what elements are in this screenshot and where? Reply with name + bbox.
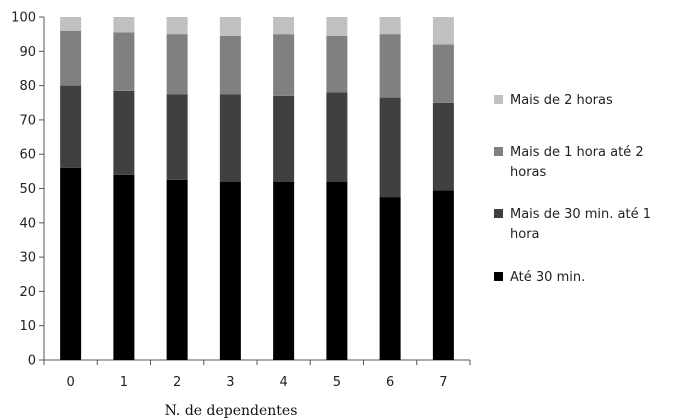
y-tick-label: 100 xyxy=(11,11,36,26)
bar-segment-3-category-5 xyxy=(326,35,348,93)
legend-label: Mais de 30 min. até 1 xyxy=(510,207,651,222)
bar-segment-2-category-0 xyxy=(60,85,82,168)
bar-segment-1-category-0 xyxy=(60,167,82,360)
legend-swatch xyxy=(494,209,503,218)
bar-segment-1-category-3 xyxy=(219,181,241,360)
x-axis: 0 1 2 3 4 5 6 7 xyxy=(43,359,471,390)
bar-segment-4-category-3 xyxy=(219,17,241,36)
bar-segment-1-category-5 xyxy=(326,181,348,360)
y-tick-label: 70 xyxy=(19,113,36,128)
bar-segment-3-category-2 xyxy=(166,34,188,95)
y-tick-label: 50 xyxy=(19,182,36,197)
legend-label: Mais de 1 hora até 2 xyxy=(510,145,644,160)
y-tick-label: 10 xyxy=(19,319,36,334)
bar-segment-1-category-7 xyxy=(432,190,454,360)
x-tick-label: 6 xyxy=(386,375,394,390)
bar-segment-4-category-7 xyxy=(432,17,454,45)
legend-label: Mais de 2 horas xyxy=(510,93,613,108)
bar-segment-2-category-7 xyxy=(432,102,454,191)
bar-segment-2-category-5 xyxy=(326,92,348,182)
bar-segment-3-category-7 xyxy=(432,44,454,103)
bar-segment-2-category-1 xyxy=(113,90,135,175)
bar-segment-1-category-1 xyxy=(113,174,135,360)
x-tick-label: 0 xyxy=(66,375,74,390)
y-tick-label: 80 xyxy=(19,79,36,94)
x-tick-label: 7 xyxy=(439,375,447,390)
y-tick-label: 60 xyxy=(19,148,36,163)
y-tick-label: 30 xyxy=(19,251,36,266)
bar-segment-4-category-1 xyxy=(113,17,135,33)
y-tick-label: 20 xyxy=(19,285,36,300)
bar-segment-1-category-6 xyxy=(379,197,401,360)
legend-label: horas xyxy=(510,165,547,180)
bar-segment-1-category-2 xyxy=(166,179,188,360)
bar-segment-2-category-3 xyxy=(219,94,241,182)
legend-swatch xyxy=(494,147,503,156)
y-tick-label: 0 xyxy=(28,354,36,369)
x-tick-label: 5 xyxy=(333,375,341,390)
x-tick-label: 1 xyxy=(120,375,128,390)
legend-label: hora xyxy=(510,227,540,242)
bars xyxy=(60,17,454,360)
bar-segment-3-category-6 xyxy=(379,34,401,98)
bar-segment-2-category-2 xyxy=(166,94,188,180)
y-tick-label: 90 xyxy=(19,45,36,60)
bar-segment-4-category-4 xyxy=(273,17,295,35)
bar-segment-3-category-1 xyxy=(113,32,135,91)
bar-segment-4-category-2 xyxy=(166,17,188,35)
bar-segment-4-category-5 xyxy=(326,17,348,36)
x-axis-title: N. de dependentes xyxy=(165,403,298,419)
y-tick-label: 40 xyxy=(19,216,36,231)
legend: Mais de 2 horas Mais de 1 hora até 2 horas… xyxy=(494,93,651,285)
legend-label: Até 30 min. xyxy=(510,270,585,285)
x-tick-label: 3 xyxy=(226,375,234,390)
bar-segment-4-category-6 xyxy=(379,17,401,35)
x-tick-label: 2 xyxy=(173,375,181,390)
y-axis: 0 10 20 30 40 50 60 70 80 90 100 xyxy=(11,11,45,369)
legend-swatch xyxy=(494,272,503,281)
bar-segment-2-category-4 xyxy=(273,95,295,182)
bar-segment-3-category-0 xyxy=(60,30,82,86)
bar-segment-4-category-0 xyxy=(60,17,82,31)
bar-segment-3-category-3 xyxy=(219,35,241,95)
x-tick-label: 4 xyxy=(279,375,287,390)
bar-segment-3-category-4 xyxy=(273,34,295,96)
legend-swatch xyxy=(494,95,503,104)
bar-segment-2-category-6 xyxy=(379,97,401,198)
bar-segment-1-category-4 xyxy=(273,181,295,360)
